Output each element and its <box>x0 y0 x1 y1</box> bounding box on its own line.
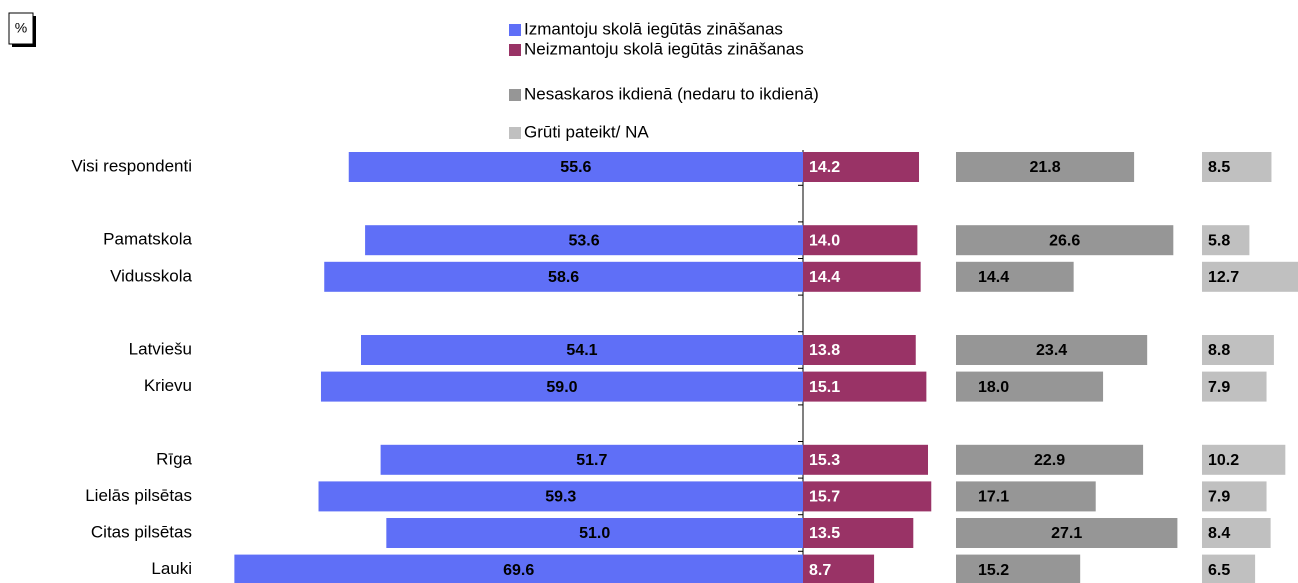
bar <box>1202 371 1267 402</box>
category-label: Vidusskola <box>110 266 192 285</box>
value-label: 14.0 <box>809 232 840 249</box>
value-label: 51.0 <box>579 525 610 542</box>
value-label: 15.1 <box>809 379 840 396</box>
category-label: Visi respondenti <box>71 156 192 175</box>
bar <box>320 371 803 402</box>
value-label: 5.8 <box>1208 232 1230 249</box>
bar <box>956 152 1135 182</box>
legend-swatch <box>509 24 521 36</box>
value-label: 59.3 <box>545 489 576 506</box>
category-label: Krievu <box>144 376 192 395</box>
value-label: 18.0 <box>978 379 1009 396</box>
bar <box>1202 261 1298 292</box>
bar <box>324 261 803 292</box>
category-label: Lauki <box>151 559 192 578</box>
bar <box>1202 152 1272 182</box>
title-shadow <box>12 44 36 47</box>
value-label: 7.9 <box>1208 489 1230 506</box>
value-label: 26.6 <box>1049 232 1080 249</box>
title-box <box>8 12 34 45</box>
legend-swatch <box>509 44 521 56</box>
value-label: 12.7 <box>1208 269 1239 286</box>
value-label: 13.5 <box>809 525 840 542</box>
bar <box>380 444 803 475</box>
value-label: 8.5 <box>1208 159 1230 176</box>
value-label: 27.1 <box>1051 525 1082 542</box>
category-label: Pamatskola <box>103 230 192 249</box>
value-label: 23.4 <box>1036 342 1067 359</box>
bar <box>956 261 1074 292</box>
legend-swatch <box>509 127 521 139</box>
bar <box>365 225 803 256</box>
bar <box>1202 225 1250 256</box>
bar <box>803 518 914 548</box>
bar <box>803 444 929 475</box>
legend-label: Grūti pateikt/ NA <box>524 122 649 141</box>
value-label: 7.9 <box>1208 379 1230 396</box>
value-label: 15.2 <box>978 562 1009 579</box>
value-label: 15.7 <box>809 489 840 506</box>
value-label: 58.6 <box>548 269 579 286</box>
value-label: 22.9 <box>1034 452 1065 469</box>
value-label: 14.2 <box>809 159 840 176</box>
bar <box>803 335 916 365</box>
value-label: 17.1 <box>978 489 1009 506</box>
value-label: 14.4 <box>978 269 1009 286</box>
legend-label: Neizmantoju skolā iegūtās zināšanas <box>524 39 804 58</box>
bar <box>361 335 803 365</box>
bar <box>956 554 1081 583</box>
bar <box>803 554 875 583</box>
legend-swatch <box>509 89 521 101</box>
bar <box>956 444 1144 475</box>
value-label: 13.8 <box>809 342 840 359</box>
bar <box>1202 481 1267 512</box>
value-label: 15.3 <box>809 452 840 469</box>
bar <box>803 261 921 292</box>
value-label: 8.7 <box>809 562 831 579</box>
bar <box>803 225 918 256</box>
bar <box>1202 335 1274 365</box>
value-label: 54.1 <box>566 342 597 359</box>
bar <box>956 225 1174 256</box>
bar <box>386 518 803 548</box>
value-label: 59.0 <box>546 379 577 396</box>
value-label: 53.6 <box>568 232 599 249</box>
bar <box>956 481 1096 512</box>
value-label: 55.6 <box>560 159 591 176</box>
category-label: Lielās pilsētas <box>85 486 192 505</box>
bar <box>1202 444 1286 475</box>
category-label: Latviešu <box>129 339 192 358</box>
value-label: 8.8 <box>1208 342 1230 359</box>
bar <box>956 518 1178 548</box>
bar <box>318 481 803 512</box>
category-label: Citas pilsētas <box>91 522 192 541</box>
value-label: 69.6 <box>503 562 534 579</box>
bar <box>803 371 927 402</box>
value-label: 14.4 <box>809 269 840 286</box>
bar <box>956 371 1104 402</box>
bar <box>956 335 1148 365</box>
legend-label: Nesaskaros ikdienā (nedaru to ikdienā) <box>524 84 819 103</box>
value-label: 8.4 <box>1208 525 1230 542</box>
bar <box>803 481 932 512</box>
bar <box>803 152 920 182</box>
value-label: 6.5 <box>1208 562 1230 579</box>
category-label: Rīga <box>156 449 192 468</box>
value-label: 10.2 <box>1208 452 1239 469</box>
bar <box>234 554 804 583</box>
legend-label: Izmantoju skolā iegūtās zināšanas <box>524 19 783 38</box>
bar <box>1202 554 1256 583</box>
value-label: 51.7 <box>576 452 607 469</box>
title-shadow <box>33 16 36 47</box>
bar <box>1202 518 1271 548</box>
value-label: 21.8 <box>1029 159 1060 176</box>
bar <box>348 152 803 182</box>
chart-title: % <box>15 20 27 36</box>
